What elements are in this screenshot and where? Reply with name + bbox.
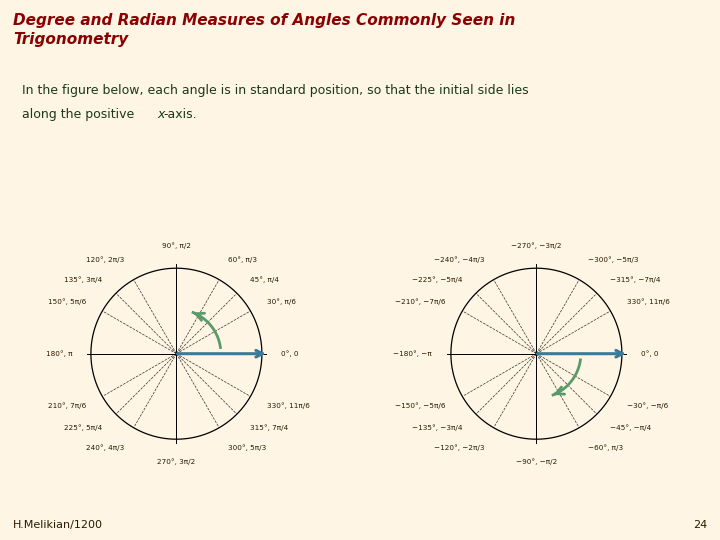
Text: 0°, 0: 0°, 0 — [281, 350, 298, 357]
Text: 315°, 7π/4: 315°, 7π/4 — [250, 424, 289, 431]
Text: Degree and Radian Measures of Angles Commonly Seen in
Trigonometry: Degree and Radian Measures of Angles Com… — [13, 14, 516, 47]
Text: -axis.: -axis. — [163, 108, 197, 121]
Text: 60°, π/3: 60°, π/3 — [228, 256, 257, 264]
Text: 45°, π/4: 45°, π/4 — [250, 276, 279, 284]
Text: −120°, −2π/3: −120°, −2π/3 — [434, 444, 485, 451]
Text: −90°, −π/2: −90°, −π/2 — [516, 458, 557, 465]
Text: 120°, 2π/3: 120°, 2π/3 — [86, 256, 125, 264]
Text: −240°, −4π/3: −240°, −4π/3 — [434, 256, 485, 264]
Text: −60°, π/3: −60°, π/3 — [588, 444, 624, 451]
Text: 90°, π/2: 90°, π/2 — [162, 242, 191, 249]
Text: 240°, 4π/3: 240°, 4π/3 — [86, 444, 125, 451]
Text: −150°, −5π/6: −150°, −5π/6 — [395, 402, 446, 409]
Text: 225°, 5π/4: 225°, 5π/4 — [64, 424, 103, 431]
Text: 330°, 11π/6: 330°, 11π/6 — [627, 299, 670, 305]
Text: −210°, −7π/6: −210°, −7π/6 — [395, 299, 446, 305]
Text: −180°, −π: −180°, −π — [393, 350, 432, 357]
Text: −135°, −3π/4: −135°, −3π/4 — [412, 424, 463, 431]
Text: 210°, 7π/6: 210°, 7π/6 — [48, 402, 86, 409]
Text: −300°, −5π/3: −300°, −5π/3 — [588, 256, 639, 264]
Text: −270°, −3π/2: −270°, −3π/2 — [511, 242, 562, 249]
Text: 330°, 11π/6: 330°, 11π/6 — [267, 402, 310, 409]
Text: −225°, −5π/4: −225°, −5π/4 — [412, 276, 463, 284]
Text: 300°, 5π/3: 300°, 5π/3 — [228, 444, 266, 451]
Text: In the figure below, each angle is in standard position, so that the initial sid: In the figure below, each angle is in st… — [22, 84, 528, 97]
Text: 180°, π: 180°, π — [45, 350, 72, 357]
Text: x: x — [157, 108, 165, 121]
Text: 150°, 5π/6: 150°, 5π/6 — [48, 299, 86, 305]
Text: −315°, −7π/4: −315°, −7π/4 — [610, 276, 661, 284]
Text: 30°, π/6: 30°, π/6 — [267, 299, 296, 305]
Text: 270°, 3π/2: 270°, 3π/2 — [157, 458, 196, 465]
Text: 0°, 0: 0°, 0 — [641, 350, 658, 357]
Text: 135°, 3π/4: 135°, 3π/4 — [64, 276, 103, 284]
Text: along the positive: along the positive — [22, 108, 138, 121]
Text: 24: 24 — [693, 520, 707, 530]
Text: −30°, −π/6: −30°, −π/6 — [627, 402, 668, 409]
Text: −45°, −π/4: −45°, −π/4 — [610, 424, 652, 431]
Text: H.Melikian/1200: H.Melikian/1200 — [13, 520, 103, 530]
